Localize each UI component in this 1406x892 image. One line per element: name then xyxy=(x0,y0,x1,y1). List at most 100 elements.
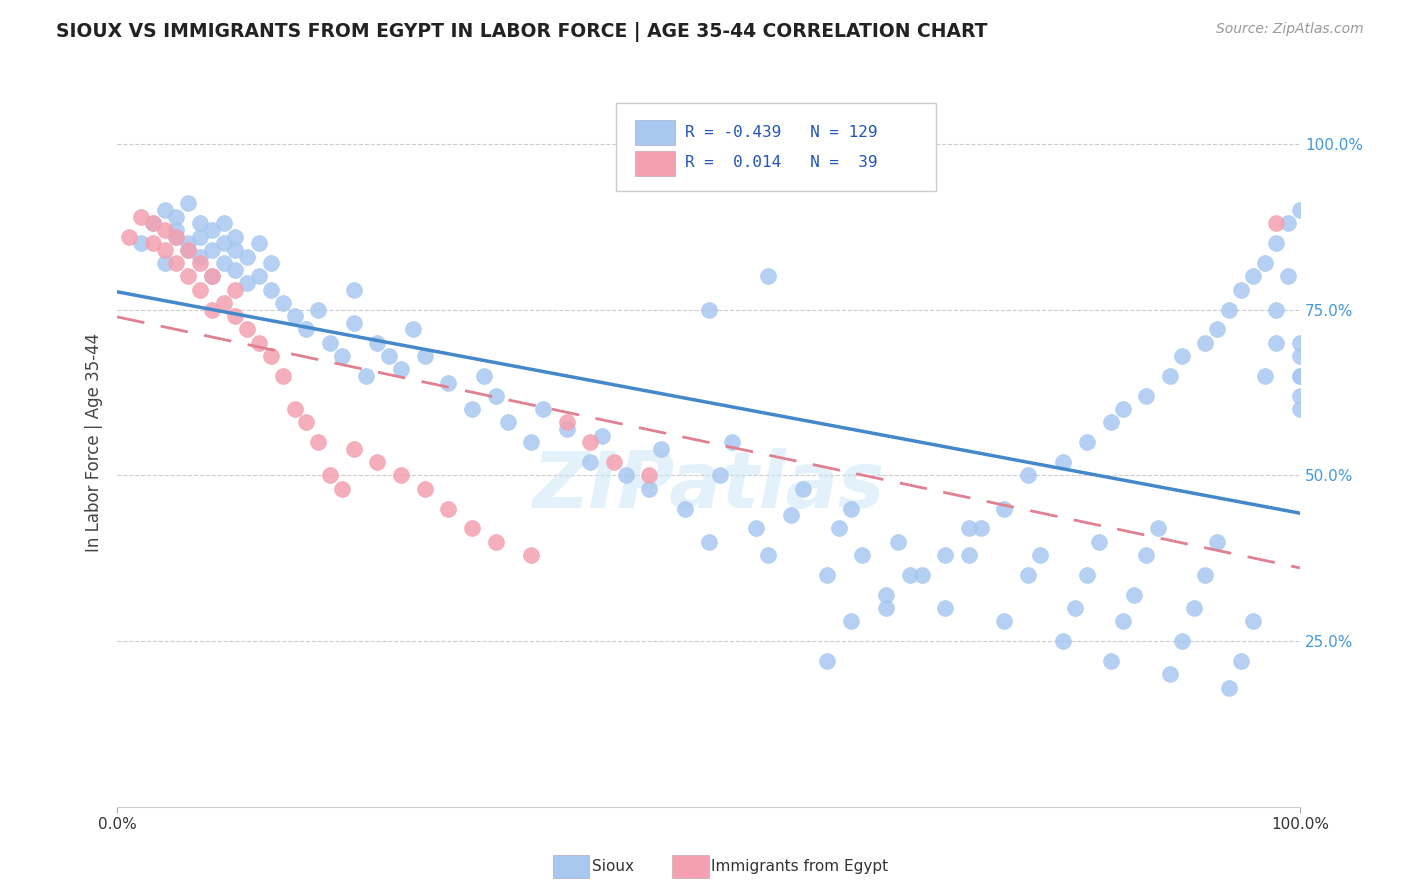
Point xyxy=(378,349,401,363)
Point xyxy=(1265,302,1288,317)
Point xyxy=(709,468,731,483)
Point xyxy=(413,482,436,496)
Point xyxy=(745,521,768,535)
Point xyxy=(236,322,259,336)
Point xyxy=(638,482,661,496)
Point xyxy=(1241,615,1264,629)
Point xyxy=(1253,368,1275,383)
Point xyxy=(1170,634,1192,648)
Point xyxy=(165,210,187,224)
Point xyxy=(1289,349,1312,363)
Point xyxy=(934,601,956,615)
Point xyxy=(153,223,176,237)
Point xyxy=(319,335,342,350)
Point xyxy=(153,203,176,218)
Point xyxy=(1147,521,1170,535)
Point xyxy=(1289,368,1312,383)
Point xyxy=(354,368,377,383)
Point xyxy=(1029,548,1052,562)
Point xyxy=(875,601,897,615)
Point xyxy=(295,322,318,336)
Point xyxy=(1194,567,1216,582)
Point xyxy=(579,455,602,469)
Point xyxy=(1230,654,1253,668)
Point xyxy=(934,548,956,562)
Text: R =  0.014   N =  39: R = 0.014 N = 39 xyxy=(685,155,877,170)
Point xyxy=(485,534,508,549)
Text: ZIPatlas: ZIPatlas xyxy=(533,448,884,524)
Point xyxy=(118,229,141,244)
Point xyxy=(520,548,543,562)
Point xyxy=(485,389,508,403)
Point xyxy=(224,262,246,277)
Point xyxy=(1135,548,1157,562)
Text: Sioux: Sioux xyxy=(592,859,634,873)
FancyBboxPatch shape xyxy=(636,120,675,145)
Point xyxy=(142,236,165,251)
Point xyxy=(1088,534,1111,549)
Point xyxy=(697,534,720,549)
Point xyxy=(520,435,543,450)
Point xyxy=(366,335,388,350)
Point xyxy=(224,283,246,297)
Point xyxy=(650,442,672,456)
Point xyxy=(153,256,176,270)
Point xyxy=(1099,415,1122,429)
Point xyxy=(188,229,211,244)
Point xyxy=(472,368,495,383)
Point xyxy=(1111,615,1133,629)
Point xyxy=(330,482,353,496)
Point xyxy=(343,283,366,297)
Point xyxy=(815,654,838,668)
Point xyxy=(756,269,779,284)
Point xyxy=(614,468,637,483)
Point xyxy=(224,309,246,323)
Point xyxy=(1159,667,1181,681)
Point xyxy=(1076,435,1098,450)
Point xyxy=(177,243,200,257)
Point xyxy=(142,216,165,230)
Text: SIOUX VS IMMIGRANTS FROM EGYPT IN LABOR FORCE | AGE 35-44 CORRELATION CHART: SIOUX VS IMMIGRANTS FROM EGYPT IN LABOR … xyxy=(56,22,988,42)
Point xyxy=(1289,203,1312,218)
Point xyxy=(591,428,613,442)
Point xyxy=(366,455,388,469)
Point xyxy=(437,376,460,390)
Point xyxy=(188,256,211,270)
Point xyxy=(887,534,910,549)
FancyBboxPatch shape xyxy=(616,103,936,191)
Point xyxy=(224,243,246,257)
Point xyxy=(260,349,283,363)
Point xyxy=(993,615,1015,629)
Point xyxy=(271,296,294,310)
Point xyxy=(319,468,342,483)
Point xyxy=(201,302,224,317)
Point xyxy=(260,283,283,297)
Point xyxy=(1017,468,1039,483)
Point xyxy=(1253,256,1275,270)
Point xyxy=(555,415,578,429)
Point xyxy=(307,435,329,450)
Point xyxy=(1265,335,1288,350)
Point xyxy=(1123,588,1146,602)
Point xyxy=(579,435,602,450)
Point xyxy=(177,269,200,284)
Point xyxy=(1135,389,1157,403)
Point xyxy=(165,229,187,244)
Point xyxy=(1170,349,1192,363)
Point xyxy=(1265,216,1288,230)
Point xyxy=(496,415,519,429)
Point xyxy=(247,335,270,350)
Point xyxy=(839,501,862,516)
Point xyxy=(402,322,425,336)
Point xyxy=(697,302,720,317)
Point xyxy=(1277,269,1299,284)
Point xyxy=(1064,601,1087,615)
Point xyxy=(1289,389,1312,403)
Point xyxy=(188,216,211,230)
Point xyxy=(165,229,187,244)
Point xyxy=(177,243,200,257)
Point xyxy=(555,422,578,436)
Point xyxy=(236,276,259,290)
Point xyxy=(1052,455,1074,469)
Point xyxy=(307,302,329,317)
